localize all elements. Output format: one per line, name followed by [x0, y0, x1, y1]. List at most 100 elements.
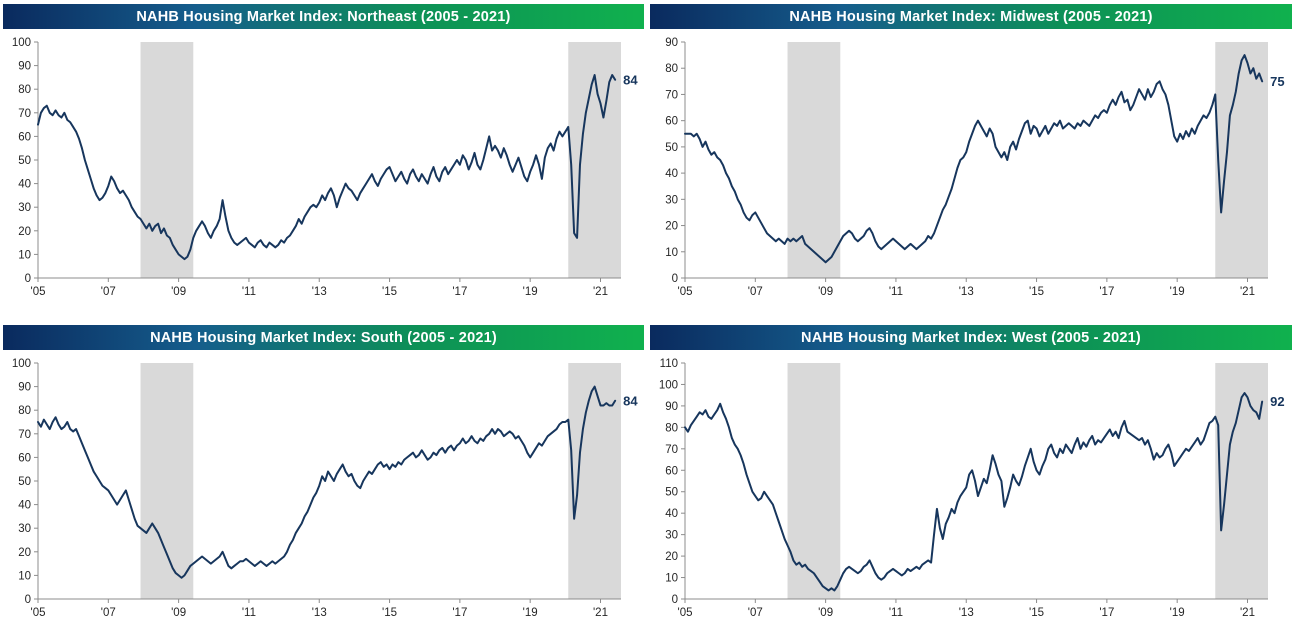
svg-text:'15: '15 — [1029, 607, 1044, 619]
last-value-label-west: 92 — [1270, 394, 1284, 409]
svg-text:0: 0 — [25, 594, 31, 606]
svg-text:80: 80 — [665, 63, 678, 75]
chart-title-bar-west: NAHB Housing Market Index: West (2005 - … — [650, 325, 1292, 350]
svg-text:'19: '19 — [1170, 607, 1185, 619]
svg-text:50: 50 — [18, 476, 31, 488]
svg-text:20: 20 — [18, 547, 31, 559]
svg-text:30: 30 — [18, 523, 31, 535]
svg-text:'17: '17 — [1099, 607, 1114, 619]
line-chart-west: 0 10 20 30 40 50 60 70 80 90 100 110 '05 '07 '09 '11 '13… — [659, 358, 1285, 619]
svg-text:60: 60 — [665, 116, 678, 128]
svg-text:'11: '11 — [242, 286, 256, 298]
svg-text:'11: '11 — [889, 607, 903, 619]
svg-text:30: 30 — [665, 194, 678, 206]
svg-text:'11: '11 — [242, 607, 256, 619]
svg-text:'21: '21 — [593, 286, 608, 298]
svg-text:'15: '15 — [382, 607, 397, 619]
chart-title-west: NAHB Housing Market Index: West (2005 - … — [801, 329, 1141, 346]
svg-text:'19: '19 — [523, 607, 538, 619]
svg-text:30: 30 — [18, 202, 31, 214]
svg-text:'07: '07 — [748, 607, 763, 619]
svg-text:'09: '09 — [171, 286, 186, 298]
svg-text:'19: '19 — [523, 286, 538, 298]
svg-text:'15: '15 — [1029, 286, 1044, 298]
svg-text:'05: '05 — [678, 286, 693, 298]
svg-text:70: 70 — [18, 108, 31, 120]
svg-text:50: 50 — [18, 155, 31, 167]
svg-text:'15: '15 — [382, 286, 397, 298]
svg-text:'11: '11 — [889, 286, 903, 298]
chart-title-northeast: NAHB Housing Market Index: Northeast (20… — [136, 8, 511, 25]
svg-text:10: 10 — [665, 573, 678, 585]
svg-text:20: 20 — [665, 221, 678, 233]
chart-title-bar-northeast: NAHB Housing Market Index: Northeast (20… — [3, 4, 644, 29]
svg-text:60: 60 — [665, 465, 678, 477]
svg-text:100: 100 — [12, 37, 31, 49]
svg-text:'17: '17 — [1099, 286, 1114, 298]
svg-text:20: 20 — [665, 551, 678, 563]
chart-panel-south: NAHB Housing Market Index: South (2005 -… — [0, 321, 647, 642]
svg-text:10: 10 — [18, 570, 31, 582]
svg-text:'19: '19 — [1170, 286, 1185, 298]
svg-text:'13: '13 — [959, 607, 974, 619]
chart-title-bar-midwest: NAHB Housing Market Index: Midwest (2005… — [650, 4, 1292, 29]
svg-text:40: 40 — [665, 168, 678, 180]
svg-text:'17: '17 — [452, 286, 467, 298]
svg-text:'05: '05 — [31, 607, 46, 619]
svg-text:100: 100 — [12, 358, 31, 370]
chart-title-bar-south: NAHB Housing Market Index: South (2005 -… — [3, 325, 644, 350]
svg-text:10: 10 — [18, 249, 31, 261]
svg-text:'13: '13 — [312, 607, 327, 619]
svg-text:90: 90 — [18, 382, 31, 394]
chart-title-midwest: NAHB Housing Market Index: Midwest (2005… — [789, 8, 1153, 25]
svg-text:30: 30 — [665, 530, 678, 542]
svg-text:40: 40 — [665, 508, 678, 520]
svg-text:'05: '05 — [31, 286, 46, 298]
svg-text:'05: '05 — [678, 607, 693, 619]
last-value-label-midwest: 75 — [1270, 74, 1284, 89]
svg-text:0: 0 — [672, 594, 678, 606]
line-chart-midwest: 0 10 20 30 40 50 60 70 80 90 '05 '07 '09 '11 '13 '15 '17… — [665, 37, 1284, 298]
svg-text:'13: '13 — [312, 286, 327, 298]
svg-text:110: 110 — [660, 358, 678, 370]
svg-text:'07: '07 — [101, 607, 116, 619]
svg-text:'07: '07 — [101, 286, 116, 298]
svg-text:90: 90 — [18, 61, 31, 73]
svg-text:40: 40 — [18, 500, 31, 512]
svg-text:'21: '21 — [593, 607, 608, 619]
svg-text:70: 70 — [18, 429, 31, 441]
chart-panel-northeast: NAHB Housing Market Index: Northeast (20… — [0, 0, 647, 321]
svg-text:90: 90 — [665, 401, 678, 413]
svg-text:80: 80 — [18, 84, 31, 96]
svg-text:50: 50 — [665, 142, 678, 154]
svg-text:70: 70 — [665, 444, 678, 456]
svg-text:'09: '09 — [171, 607, 186, 619]
svg-text:70: 70 — [665, 89, 678, 101]
line-chart-northeast: 0 10 20 30 40 50 60 70 80 90 100 '05 '07 '09 '11 '13 '15… — [12, 37, 639, 298]
svg-text:80: 80 — [665, 422, 678, 434]
svg-text:40: 40 — [18, 179, 31, 191]
svg-text:'21: '21 — [1240, 607, 1255, 619]
last-value-label-northeast: 84 — [623, 72, 638, 87]
svg-text:'09: '09 — [818, 607, 833, 619]
line-chart-south: 0 10 20 30 40 50 60 70 80 90 100 '05 '07 '09 '11 '13 '15… — [12, 358, 639, 619]
svg-text:20: 20 — [18, 226, 31, 238]
svg-text:10: 10 — [665, 247, 678, 259]
svg-text:50: 50 — [665, 487, 678, 499]
svg-text:'13: '13 — [959, 286, 974, 298]
svg-text:90: 90 — [665, 37, 678, 49]
svg-text:100: 100 — [659, 379, 678, 391]
chart-title-south: NAHB Housing Market Index: South (2005 -… — [150, 329, 497, 346]
chart-panel-midwest: NAHB Housing Market Index: Midwest (2005… — [647, 0, 1295, 321]
svg-text:0: 0 — [25, 273, 31, 285]
svg-text:'07: '07 — [748, 286, 763, 298]
svg-text:0: 0 — [672, 273, 678, 285]
svg-text:60: 60 — [18, 131, 31, 143]
svg-text:'21: '21 — [1240, 286, 1255, 298]
svg-text:60: 60 — [18, 452, 31, 464]
last-value-label-south: 84 — [623, 393, 638, 408]
svg-text:80: 80 — [18, 405, 31, 417]
chart-panel-west: NAHB Housing Market Index: West (2005 - … — [647, 321, 1295, 642]
svg-text:'17: '17 — [452, 607, 467, 619]
